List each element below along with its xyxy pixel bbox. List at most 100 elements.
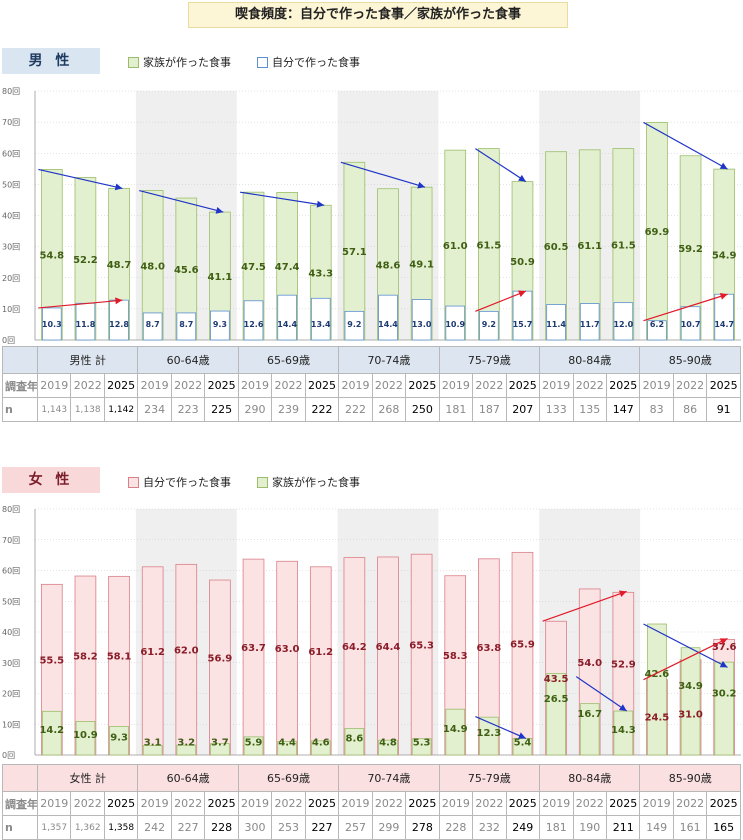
bar-self bbox=[411, 299, 432, 341]
data-label-self: 61.2 bbox=[140, 647, 165, 658]
sample-size-cell: 1,357 bbox=[36, 815, 72, 840]
survey-year-cell: 2022 bbox=[371, 373, 407, 398]
survey-year-cell: 2025 bbox=[706, 373, 741, 398]
data-label-self: 58.2 bbox=[73, 651, 98, 662]
male-legend: 家族が作った食事 自分で作った食事 bbox=[128, 54, 360, 70]
bar-self bbox=[243, 300, 264, 341]
row-header-year: 調査年 bbox=[2, 791, 38, 816]
data-label-self: 15.7 bbox=[513, 320, 533, 329]
sample-size-cell: 290 bbox=[237, 397, 273, 422]
data-label-self: 54.0 bbox=[577, 658, 602, 669]
data-label-self: 65.3 bbox=[409, 640, 434, 651]
sample-size-cell: 187 bbox=[472, 397, 507, 422]
bar-family bbox=[647, 623, 667, 756]
data-label-self: 8.7 bbox=[179, 320, 193, 329]
sample-size-cell: 227 bbox=[170, 815, 206, 840]
sample-size-cell: 211 bbox=[605, 815, 641, 840]
bar-family bbox=[41, 710, 62, 756]
sample-size-cell: 228 bbox=[438, 815, 474, 840]
legend-swatch-family bbox=[128, 56, 139, 68]
group-header: 80-84歳 bbox=[539, 764, 641, 792]
survey-year-cell: 2022 bbox=[271, 373, 306, 398]
data-label-family: 52.2 bbox=[73, 255, 98, 266]
survey-year-cell: 2022 bbox=[472, 791, 507, 816]
survey-year-cell: 2022 bbox=[672, 791, 708, 816]
female-bar-chart: 0回 10回 20回 30回 40回 50回 60回 70回 80回 55.5 58.2 58.1 61… bbox=[2, 505, 741, 760]
trend-arrowhead bbox=[417, 181, 425, 189]
data-label-family: 61.0 bbox=[443, 241, 468, 252]
data-label-family: 42.6 bbox=[645, 669, 670, 680]
sample-size-cell: 190 bbox=[572, 815, 607, 840]
bar-family bbox=[546, 673, 566, 756]
data-label-self: 14.4 bbox=[277, 320, 297, 329]
y-tick-label: 50回 bbox=[2, 180, 20, 189]
bar-family bbox=[310, 740, 331, 756]
survey-year-cell: 2019 bbox=[539, 791, 574, 816]
bar-family bbox=[210, 743, 230, 756]
group-header: 75-79歳 bbox=[438, 764, 541, 792]
survey-year-cell: 2022 bbox=[170, 373, 206, 398]
chart-title: 喫食頻度：自分で作った食事／家族が作った食事 bbox=[188, 2, 568, 28]
survey-year-cell: 2025 bbox=[405, 373, 440, 398]
survey-year-cell: 2022 bbox=[672, 373, 708, 398]
data-label-family: 5.9 bbox=[245, 738, 263, 749]
legend-label-self: 自分で作った食事 bbox=[272, 56, 360, 69]
group-header: 65-69歳 bbox=[237, 764, 340, 792]
bar-self bbox=[344, 310, 365, 341]
bar-self bbox=[410, 553, 433, 756]
data-label-family: 34.9 bbox=[678, 681, 703, 692]
y-tick-label: 50回 bbox=[2, 597, 20, 606]
trend-arrowhead bbox=[618, 590, 627, 598]
sample-size-cell: 147 bbox=[605, 397, 641, 422]
y-tick-label: 80回 bbox=[2, 505, 20, 514]
data-label-family: 14.3 bbox=[611, 725, 636, 736]
data-label-self: 10.7 bbox=[681, 320, 701, 329]
sample-size-cell: 223 bbox=[170, 397, 206, 422]
survey-year-cell: 2022 bbox=[371, 791, 407, 816]
data-label-family: 49.1 bbox=[409, 260, 434, 271]
male-bar-chart: 0回 10回 20回 30回 40回 50回 60回 70回 80回 54.8 52.2 48.7 48… bbox=[2, 87, 741, 345]
group-header: 60-64歳 bbox=[137, 346, 239, 374]
data-label-family: 69.9 bbox=[645, 227, 670, 238]
survey-year-cell: 2025 bbox=[103, 791, 139, 816]
data-label-family: 47.4 bbox=[275, 262, 300, 273]
data-label-self: 11.7 bbox=[580, 320, 600, 329]
survey-year-cell: 2019 bbox=[438, 791, 474, 816]
bar-self bbox=[41, 307, 62, 341]
trend-arrowhead bbox=[719, 293, 728, 300]
legend-swatch-self bbox=[257, 56, 268, 68]
data-label-self: 12.8 bbox=[109, 320, 129, 329]
sample-size-cell: 278 bbox=[405, 815, 440, 840]
trend-arrowhead bbox=[115, 297, 123, 305]
data-label-family: 47.5 bbox=[241, 262, 266, 273]
survey-year-cell: 2025 bbox=[505, 373, 541, 398]
legend-label-family: 家族が作った食事 bbox=[143, 56, 231, 69]
group-header: 85-90歳 bbox=[639, 346, 741, 374]
data-label-family: 60.5 bbox=[544, 242, 569, 253]
bar-self bbox=[479, 310, 499, 341]
trend-arrow bbox=[575, 676, 628, 712]
survey-year-cell: 2022 bbox=[572, 791, 607, 816]
survey-year-cell: 2022 bbox=[572, 373, 607, 398]
sample-size-cell: 239 bbox=[271, 397, 306, 422]
data-label-family: 61.5 bbox=[611, 240, 636, 251]
sample-size-cell: 227 bbox=[304, 815, 340, 840]
bar-self bbox=[546, 304, 566, 341]
data-label-family: 30.2 bbox=[712, 688, 737, 699]
trend-arrow bbox=[139, 190, 224, 213]
sample-size-cell: 1,358 bbox=[103, 815, 139, 840]
bar-self bbox=[378, 294, 398, 341]
survey-year-cell: 2019 bbox=[237, 373, 273, 398]
data-label-self: 61.2 bbox=[308, 647, 333, 658]
data-label-self: 62.0 bbox=[174, 646, 199, 657]
bar-self bbox=[277, 294, 297, 341]
female-section-label: 女 性 bbox=[2, 467, 100, 493]
survey-year-cell: 2022 bbox=[271, 791, 306, 816]
sample-size-cell: 242 bbox=[137, 815, 172, 840]
data-label-family: 16.7 bbox=[577, 709, 602, 720]
trend-arrow bbox=[643, 293, 728, 322]
bar-self bbox=[210, 310, 230, 341]
group-header: 75-79歳 bbox=[438, 346, 541, 374]
survey-year-cell: 2025 bbox=[706, 791, 741, 816]
y-tick-label: 60回 bbox=[2, 149, 20, 158]
